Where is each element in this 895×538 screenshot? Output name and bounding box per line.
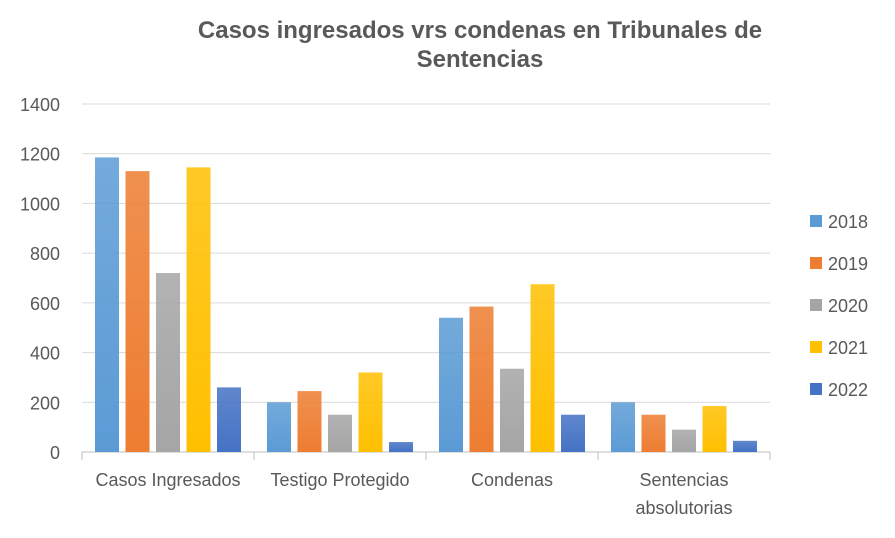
y-tick-label: 1400: [20, 95, 60, 115]
y-tick-label: 200: [30, 393, 60, 413]
y-tick-label: 0: [50, 443, 60, 463]
x-tick-label: Testigo Protegido: [270, 470, 409, 490]
y-tick-label: 800: [30, 244, 60, 264]
bar: [156, 273, 180, 452]
bar: [439, 317, 463, 452]
x-tick-label: Sentencias: [639, 470, 728, 490]
bar: [561, 414, 585, 452]
legend-swatch: [810, 299, 822, 311]
legend-swatch: [810, 257, 822, 269]
bar: [125, 171, 150, 452]
bar: [297, 391, 322, 452]
bar: [733, 440, 757, 452]
legend-swatch: [810, 215, 822, 227]
legend-label: 2018: [828, 212, 868, 232]
legend-label: 2019: [828, 254, 868, 274]
y-tick-label: 400: [30, 344, 60, 364]
bar: [389, 442, 413, 452]
bar: [186, 167, 211, 452]
x-tick-label: Condenas: [471, 470, 553, 490]
bar: [641, 414, 666, 452]
y-tick-label: 1000: [20, 194, 60, 214]
bar: [500, 368, 524, 452]
legend-label: 2022: [828, 380, 868, 400]
legend-label: 2020: [828, 296, 868, 316]
bar: [267, 402, 291, 452]
bar: [530, 284, 555, 452]
chart-title: Casos ingresados vrs condenas en Tribuna…: [197, 17, 763, 73]
legend-label: 2021: [828, 338, 868, 358]
legend-swatch: [810, 341, 822, 353]
bar: [702, 406, 727, 452]
y-tick-label: 600: [30, 294, 60, 314]
bar: [95, 157, 119, 452]
y-tick-label: 1200: [20, 145, 60, 165]
bar: [469, 306, 494, 452]
x-tick-label: Casos Ingresados: [95, 470, 240, 490]
bar: [217, 387, 241, 452]
bar: [611, 402, 635, 452]
bar: [328, 414, 352, 452]
x-tick-label: absolutorias: [635, 498, 732, 518]
bar: [358, 372, 383, 452]
bar: [672, 429, 696, 452]
legend-swatch: [810, 383, 822, 395]
